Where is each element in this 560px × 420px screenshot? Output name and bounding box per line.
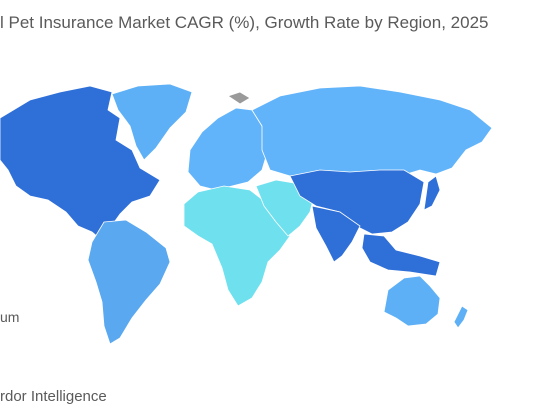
africa — [183, 185, 291, 307]
north-asia — [251, 85, 493, 177]
world-map — [0, 83, 493, 345]
source-label: rdor Intelligence — [0, 388, 107, 405]
title: l Pet Insurance Market CAGR (%), Growth … — [0, 13, 488, 32]
legend-label: um — [0, 309, 19, 325]
no-data-region — [227, 91, 251, 105]
east-asia — [289, 169, 425, 235]
north-america — [0, 85, 161, 245]
europe — [187, 107, 269, 191]
japan — [423, 175, 441, 211]
new-zealand — [453, 305, 469, 329]
south-america — [87, 219, 171, 345]
south-asia — [311, 205, 361, 263]
southeast-asia — [361, 233, 441, 277]
australia — [383, 275, 441, 327]
greenland — [111, 83, 193, 161]
